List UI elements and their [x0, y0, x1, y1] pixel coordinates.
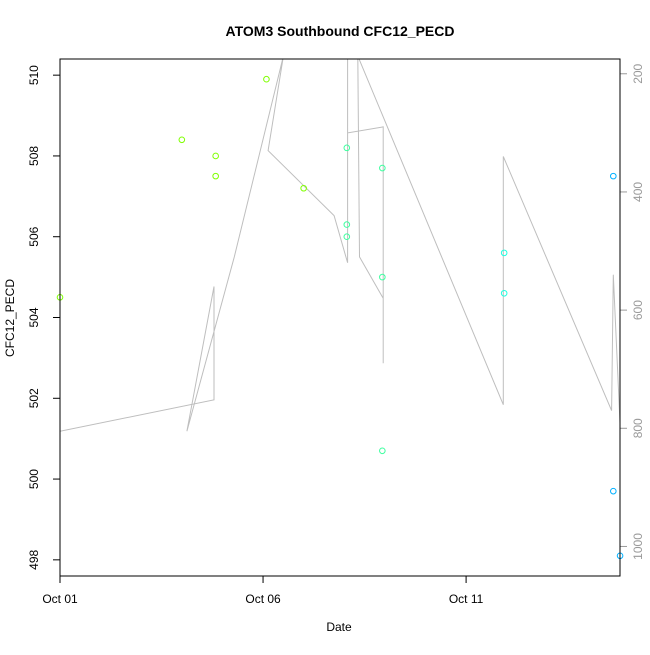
pressure-line	[60, 59, 620, 432]
x-axis-label: Date	[326, 620, 352, 634]
data-point	[212, 152, 219, 160]
data-point	[300, 184, 307, 192]
x-tick-label: Oct 01	[42, 592, 78, 606]
plot-frame	[59, 58, 621, 577]
y-tick-label: 498	[27, 550, 41, 570]
data-point	[609, 172, 617, 180]
x-tick-label: Oct 06	[245, 592, 281, 606]
data-point	[379, 164, 386, 172]
data-point	[343, 144, 351, 152]
data-point	[379, 447, 386, 455]
y2-tick-label: 800	[631, 418, 645, 438]
data-point	[343, 233, 351, 241]
y-tick-label: 506	[27, 226, 41, 246]
y2-tick-label: 400	[631, 182, 645, 202]
data-point	[263, 75, 270, 83]
data-point	[178, 136, 186, 144]
y-tick-label: 500	[27, 469, 41, 489]
line-layer	[60, 59, 620, 432]
y-tick-label: 508	[27, 146, 41, 166]
data-point	[609, 487, 617, 495]
chart-title: ATOM3 Southbound CFC12_PECD	[226, 23, 455, 39]
data-point	[343, 221, 351, 228]
point-layer	[56, 75, 624, 560]
y2-tick-label: 200	[631, 63, 645, 83]
x-tick-label: Oct 11	[449, 592, 484, 606]
y-axis-label: CFC12_PECD	[3, 279, 17, 357]
y-tick-label: 510	[27, 65, 41, 85]
y-tick-label: 502	[27, 388, 41, 408]
y2-tick-label: 600	[631, 300, 645, 320]
data-point	[500, 289, 508, 297]
y-tick-label: 504	[27, 307, 41, 327]
y2-tick-label: 1000	[631, 533, 645, 560]
data-point	[500, 249, 508, 257]
data-point	[212, 172, 219, 180]
data-point	[379, 273, 386, 281]
